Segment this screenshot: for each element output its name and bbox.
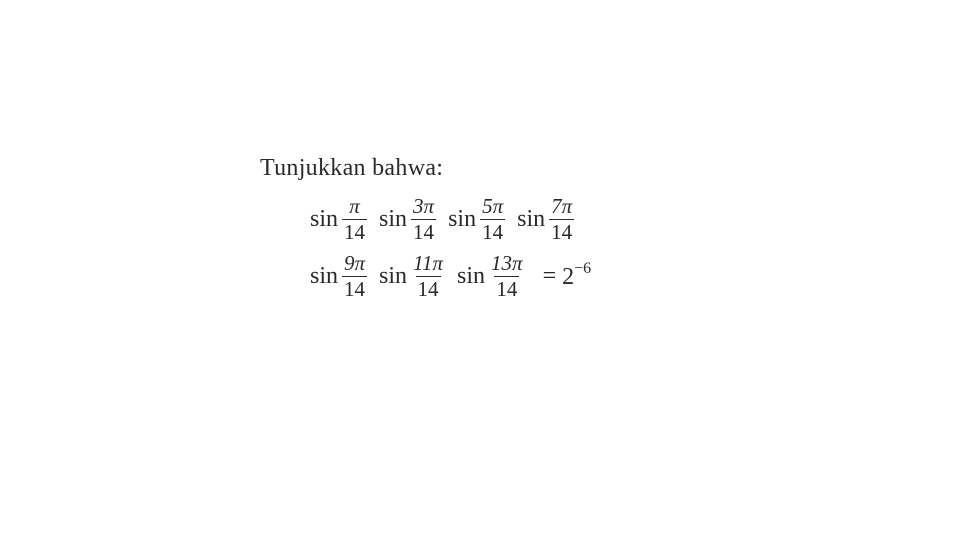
sin-function: sin [379,206,407,233]
fraction: 9π 14 [342,253,367,300]
exponent: −6 [574,260,591,277]
denominator: 14 [494,276,519,300]
numerator: 3π [411,196,436,219]
numerator: 5π [480,196,505,219]
fraction: π 14 [342,196,367,243]
numerator: π [347,196,362,219]
sin-function: sin [379,263,407,290]
denominator: 14 [342,276,367,300]
fraction: 11π 14 [411,253,445,300]
denominator: 14 [416,276,441,300]
denominator: 14 [342,219,367,243]
equals-sign: = [543,263,557,290]
fraction: 7π 14 [549,196,574,243]
math-problem: Tunjukkan bahwa: sin π 14 sin 3π 14 sin … [260,155,591,310]
fraction: 13π 14 [489,253,525,300]
result: 2−6 [562,262,591,291]
sin-function: sin [310,206,338,233]
numerator: 11π [411,253,445,276]
denominator: 14 [549,219,574,243]
numerator: 7π [549,196,574,219]
fraction: 3π 14 [411,196,436,243]
numerator: 9π [342,253,367,276]
sin-function: sin [517,206,545,233]
sin-function: sin [457,263,485,290]
sin-function: sin [310,263,338,290]
denominator: 14 [480,219,505,243]
fraction: 5π 14 [480,196,505,243]
denominator: 14 [411,219,436,243]
numerator: 13π [489,253,525,276]
instruction-text: Tunjukkan bahwa: [260,155,591,182]
equation-line-1: sin π 14 sin 3π 14 sin 5π 14 sin 7π 14 [310,196,591,243]
sin-function: sin [448,206,476,233]
equation-line-2: sin 9π 14 sin 11π 14 sin 13π 14 = 2−6 [310,253,591,300]
